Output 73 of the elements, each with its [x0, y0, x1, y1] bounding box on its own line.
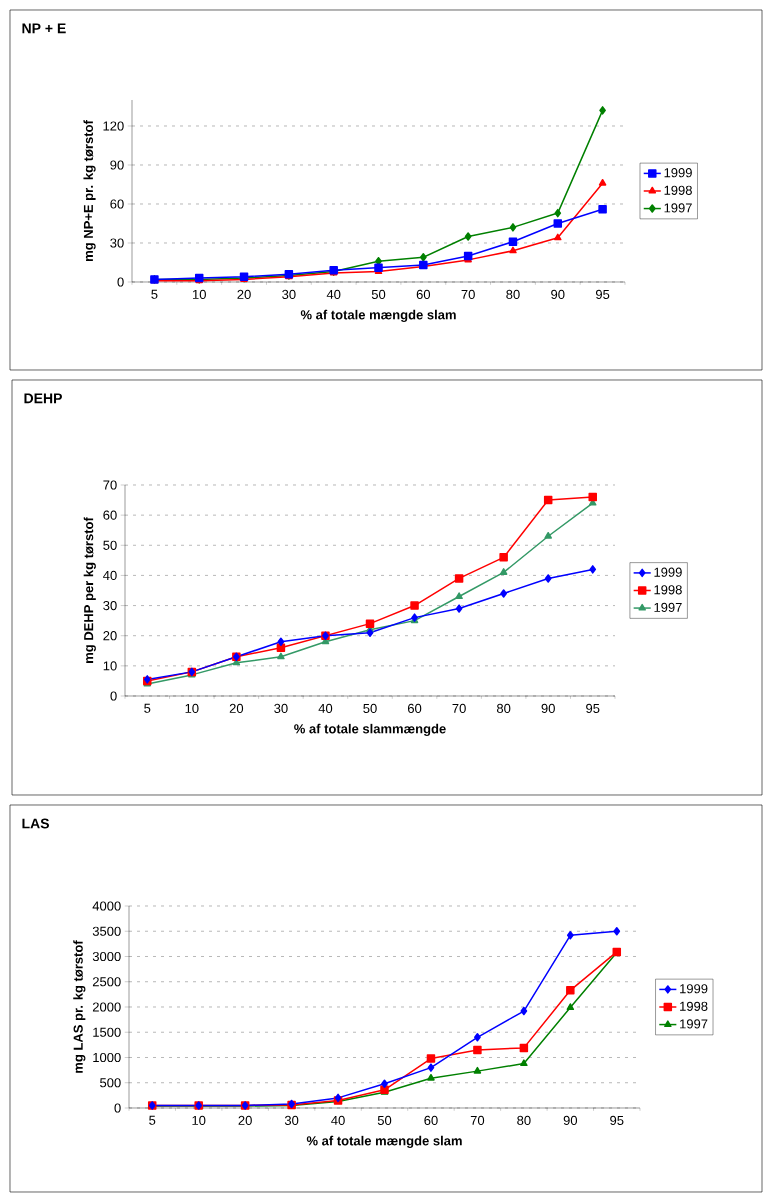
y-tick-label: 4000	[92, 901, 121, 911]
x-tick-label: 80	[517, 1115, 531, 1125]
x-tick-label: 90	[541, 703, 555, 713]
x-tick-label: 5	[144, 703, 151, 713]
y-tick-label: 60	[110, 199, 124, 209]
y-tick-label: 2000	[92, 1002, 121, 1012]
y-tick-label: 1500	[93, 1027, 121, 1037]
chart-title: NP + E	[22, 23, 66, 34]
legend-label: 1998	[680, 1001, 708, 1011]
x-tick-label: 30	[274, 703, 288, 713]
x-tick-label: 95	[586, 703, 600, 713]
y-tick-label: 0	[114, 1103, 121, 1113]
y-tick-label: 500	[100, 1078, 121, 1088]
x-tick-label: 10	[192, 289, 206, 299]
y-tick-label: 120	[103, 121, 124, 131]
x-tick-label: 70	[470, 1115, 485, 1125]
y-tick-label: 0	[117, 277, 124, 287]
x-tick-label: 5	[151, 289, 158, 299]
legend-label: 1999	[680, 984, 708, 994]
x-tick-label: 80	[496, 703, 511, 713]
legend-label: 1998	[664, 185, 692, 195]
x-tick-label: 20	[229, 703, 244, 713]
chart-title: DEHP	[24, 393, 62, 404]
y-tick-label: 30	[110, 238, 124, 248]
x-tick-label: 5	[149, 1115, 156, 1125]
y-tick-label: 0	[110, 691, 117, 701]
x-tick-label: 70	[452, 703, 466, 713]
x-tick-label: 95	[610, 1115, 624, 1125]
x-tick-label: 50	[363, 703, 377, 713]
x-tick-label: 10	[185, 703, 199, 713]
y-tick-label: 60	[103, 510, 117, 520]
legend-label: 1999	[664, 168, 692, 178]
y-axis-title: mg LAS pr. kg tørstof	[73, 940, 86, 1073]
y-tick-label: 90	[110, 160, 124, 170]
x-tick-label: 60	[416, 289, 431, 299]
x-tick-label: 90	[563, 1115, 578, 1125]
y-tick-label: 3500	[92, 926, 121, 936]
y-axis-title: mg NP+E pr. kg tørstof	[83, 120, 96, 261]
y-tick-label: 40	[103, 570, 117, 581]
x-axis-title: % af totale mængde slam	[300, 309, 456, 323]
x-tick-label: 95	[595, 289, 610, 299]
legend-label: 1998	[654, 585, 682, 595]
x-tick-label: 50	[371, 289, 386, 299]
y-tick-label: 1000	[93, 1052, 121, 1063]
y-axis-title: mg DEHP per kg tørstof	[83, 517, 96, 663]
x-axis-title: % af totale mængde slam	[306, 1135, 462, 1149]
x-tick-label: 20	[238, 1115, 252, 1125]
y-tick-label: 2500	[92, 977, 121, 987]
legend-label: 1997	[654, 602, 682, 612]
legend-label: 1997	[664, 203, 692, 213]
x-tick-label: 60	[424, 1115, 438, 1125]
x-tick-label: 30	[282, 289, 296, 299]
x-tick-label: 40	[326, 289, 341, 299]
y-tick-label: 3000	[92, 951, 121, 962]
x-tick-label: 30	[284, 1115, 299, 1125]
x-tick-label: 90	[551, 289, 565, 299]
legend-label: 1999	[654, 567, 682, 577]
chart-title: LAS	[22, 818, 49, 829]
y-tick-label: 30	[103, 600, 117, 611]
y-tick-label: 50	[103, 540, 117, 550]
x-tick-label: 40	[331, 1115, 345, 1125]
legend-label: 1997	[680, 1019, 708, 1029]
x-axis-title: % af totale slammængde	[294, 723, 446, 737]
y-tick-label: 20	[103, 631, 117, 641]
x-tick-label: 50	[377, 1115, 392, 1125]
x-tick-label: 60	[407, 703, 422, 713]
x-tick-label: 10	[192, 1115, 206, 1125]
x-tick-label: 40	[318, 703, 333, 713]
x-tick-label: 20	[237, 289, 251, 299]
y-tick-label: 10	[103, 661, 117, 671]
y-tick-label: 70	[103, 480, 117, 490]
x-tick-label: 80	[506, 289, 520, 299]
x-tick-label: 70	[461, 289, 475, 299]
